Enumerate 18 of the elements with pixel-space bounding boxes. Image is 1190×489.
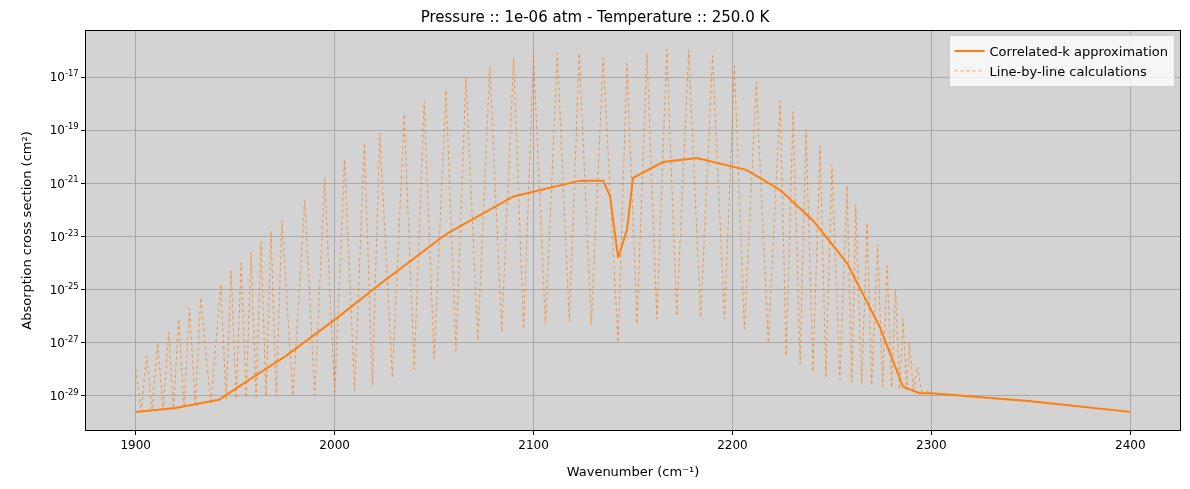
y-tick-label: 10$^{-23}$ bbox=[49, 227, 79, 244]
x-axis-title: Wavenumber (cm⁻¹) bbox=[566, 464, 700, 479]
x-tick-label: 1900 bbox=[120, 438, 151, 453]
y-axis-title: Absorption cross section (cm²) bbox=[18, 131, 34, 330]
x-tick-label: 2400 bbox=[1115, 438, 1146, 453]
legend-label: Correlated-k approximation bbox=[989, 44, 1168, 60]
x-tick-label: 2300 bbox=[916, 438, 947, 453]
chart-title: Pressure :: 1e-06 atm - Temperature :: 250.0 K bbox=[420, 8, 771, 27]
x-tick-label: 2000 bbox=[319, 438, 350, 453]
y-tick-label: 10$^{-17}$ bbox=[49, 68, 79, 85]
legend-label: Line-by-line calculations bbox=[989, 63, 1147, 79]
y-tick-label: 10$^{-21}$ bbox=[49, 174, 79, 191]
x-tick-label: 2200 bbox=[717, 438, 748, 453]
y-tick-label: 10$^{-19}$ bbox=[49, 121, 79, 138]
y-tick-label: 10$^{-29}$ bbox=[49, 387, 79, 404]
x-tick-label: 2100 bbox=[518, 438, 549, 453]
y-tick-label: 10$^{-27}$ bbox=[49, 333, 79, 350]
y-tick-label: 10$^{-25}$ bbox=[49, 280, 79, 297]
